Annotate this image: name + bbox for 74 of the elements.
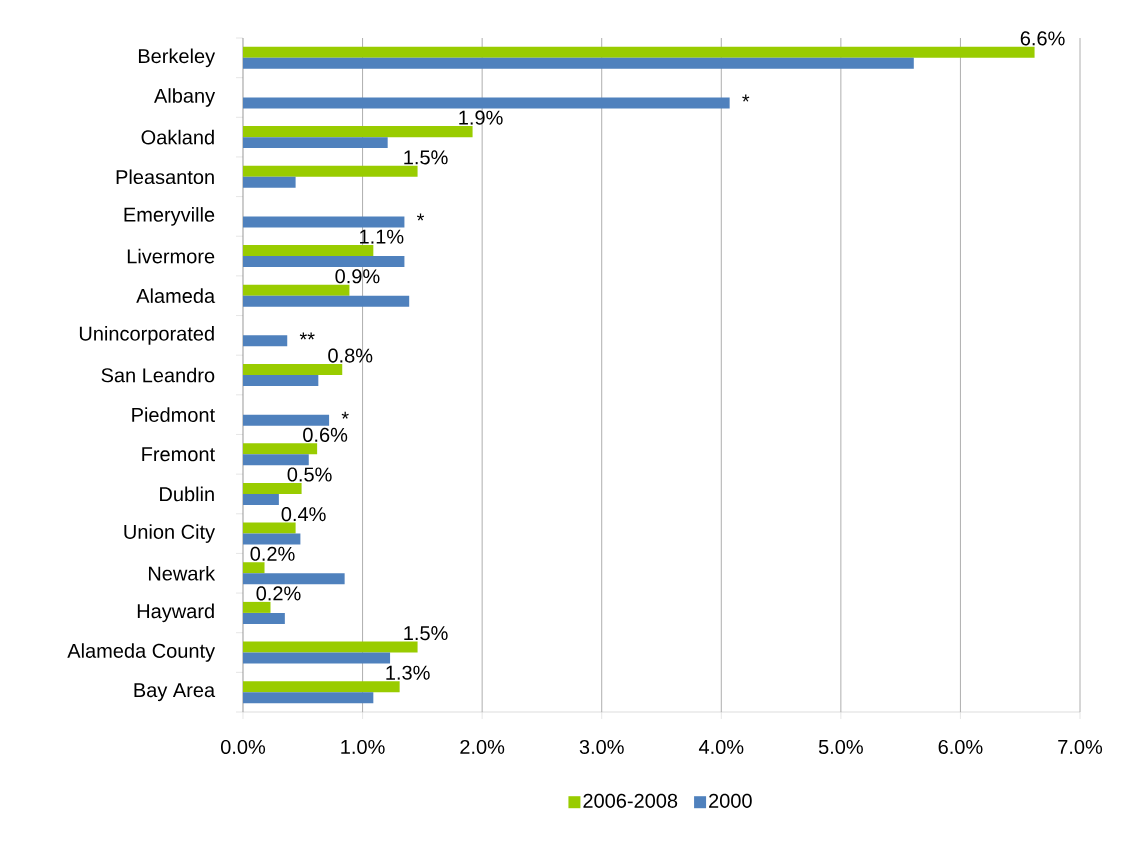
y-tick-label: San Leandro [101,367,215,383]
y-tick-label: Hayward [137,603,214,623]
bar [243,284,350,296]
bar [243,97,730,109]
x-tick-label: 1.0% [341,739,385,755]
bar [243,562,265,574]
bar [243,454,309,466]
bar [243,46,1035,58]
y-tick-label: Berkeley [138,48,216,68]
bar [243,522,296,534]
y-tick-label: Oakland [141,129,214,145]
data-label: 1.5% [404,626,448,641]
y-tick-label: Albany [154,88,216,107]
data-label: 0.5% [287,467,332,482]
bar [243,364,343,376]
x-tick-label: 6.0% [938,739,983,755]
bar [243,57,914,69]
data-label: 1.5% [404,150,448,165]
bar [243,176,296,188]
bar [243,493,279,505]
y-tick-label: Union City [124,524,216,543]
bar [243,692,374,704]
bar [243,414,330,426]
x-tick-label: 2.0% [460,739,505,755]
data-label: 6.6% [1020,31,1065,46]
bar [243,137,388,149]
y-tick-label: Dublin [160,486,214,502]
bar [243,681,400,693]
annotation: * [742,94,750,102]
y-tick-label: Emeryville [124,207,215,226]
y-tick-label: Fremont [142,447,215,462]
bar [243,601,271,613]
x-tick-label: 5.0% [818,739,863,755]
y-tick-label: Bay Area [134,683,216,702]
bar [243,165,418,177]
x-tick-label: 4.0% [698,739,744,755]
bar [243,126,473,138]
bar [243,443,318,455]
y-tick-label: Unincorporated [79,326,214,345]
bar [243,256,405,268]
y-tick-label: Alameda County [67,643,216,662]
bar [243,641,418,653]
data-label: 0.9% [335,269,380,284]
data-label: 0.2% [250,546,295,561]
data-label: 1.1% [360,229,404,244]
data-label: 0.4% [281,507,326,522]
data-label: 0.2% [256,586,301,601]
annotation: * [341,411,349,419]
data-label: 0.8% [328,348,373,363]
x-tick-label: 7.0% [1058,739,1103,755]
legend-label: 2000 [709,793,752,808]
bar [243,652,391,664]
annotation: ** [299,332,315,340]
y-tick-label: Pleasanton [116,169,214,185]
annotation: * [416,213,425,221]
bar [243,612,285,624]
x-tick-label: 0.0% [220,739,266,755]
legend-label: 2006-2008 [583,793,678,808]
data-label: 1.9% [459,110,503,125]
bar [243,375,319,387]
bar [243,533,301,545]
bar [243,245,374,257]
y-tick-label: Alameda [136,288,216,304]
y-tick-label: Piedmont [132,407,215,422]
bar [243,335,288,347]
bar [243,482,302,494]
bar [243,216,405,228]
y-tick-label: Newark [148,565,216,581]
y-tick-label: Livermore [127,248,215,264]
x-tick-label: 3.0% [579,739,624,755]
bar [243,573,345,585]
data-label: 1.3% [386,665,430,680]
data-label: 0.6% [303,427,348,442]
bar [243,295,410,307]
